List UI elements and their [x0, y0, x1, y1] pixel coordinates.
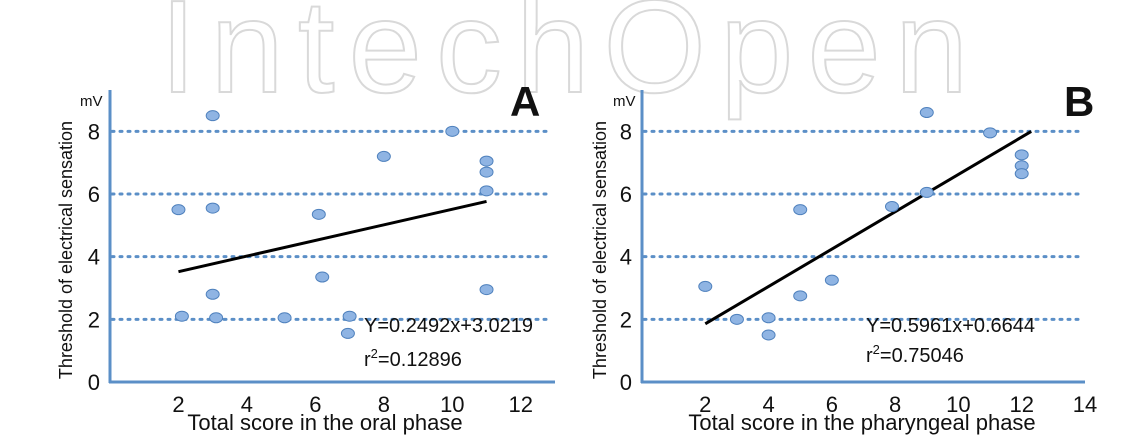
r-squared-symbol: r	[866, 345, 873, 367]
r-squared-superscript: 2	[371, 346, 378, 361]
y-tick-label: 0	[620, 370, 632, 395]
y-tick-label: 8	[88, 119, 100, 144]
x-tick-label: 14	[1073, 392, 1097, 417]
y-tick-label: 2	[620, 307, 632, 332]
y-axis-title: Threshold of electrical sensation	[56, 121, 76, 379]
data-point	[479, 166, 494, 178]
data-point	[205, 288, 220, 300]
x-tick-label: 6	[826, 392, 838, 417]
data-point	[983, 127, 998, 139]
y-axis-unit: mV	[80, 93, 103, 110]
grid-lines	[110, 129, 550, 321]
y-tick-label: 6	[620, 182, 632, 207]
trend-equation: Y=0.2492x+3.0219	[364, 315, 533, 337]
data-point	[479, 155, 494, 167]
x-tick-label: 12	[1009, 392, 1033, 417]
data-point	[376, 150, 391, 162]
y-tick-label: 6	[88, 182, 100, 207]
x-tick-labels: 2 4 6 8 10 12	[172, 392, 533, 417]
y-tick-label: 4	[620, 245, 632, 270]
x-tick-label: 2	[172, 392, 184, 417]
x-tick-label: 10	[946, 392, 970, 417]
data-point	[205, 202, 220, 214]
chart-panel-a: Threshold of electrical sensation mV A 0…	[56, 78, 555, 435]
data-point	[919, 186, 934, 198]
data-point	[342, 310, 357, 322]
data-point	[315, 271, 330, 283]
y-tick-labels: 0 2 4 6 8	[88, 119, 100, 395]
x-tick-label: 4	[762, 392, 774, 417]
axis-lines	[640, 90, 1085, 384]
x-axis-title: Total score in the oral phase	[187, 410, 462, 435]
x-tick-label: 2	[699, 392, 711, 417]
x-tick-label: 10	[440, 392, 464, 417]
y-tick-label: 2	[88, 307, 100, 332]
panel-letter: A	[510, 78, 540, 125]
data-point	[729, 313, 744, 325]
r-squared-symbol: r	[364, 349, 371, 371]
chart-panel-b: Threshold of electrical sensation mV B 0…	[590, 78, 1097, 435]
x-tick-label: 8	[378, 392, 390, 417]
data-point	[761, 329, 776, 341]
data-point	[311, 208, 326, 220]
data-point	[761, 312, 776, 324]
data-point	[793, 204, 808, 216]
y-tick-label: 8	[620, 119, 632, 144]
r-squared-value: =0.75046	[880, 345, 964, 367]
data-point	[884, 201, 899, 213]
trend-line	[178, 199, 487, 274]
data-point	[174, 310, 189, 322]
data-points	[698, 107, 1029, 341]
y-axis-title: Threshold of electrical sensation	[590, 121, 610, 379]
watermark: IntechOpen	[160, 0, 983, 120]
axis-lines	[108, 90, 555, 384]
data-point	[209, 312, 224, 324]
y-tick-label: 4	[88, 245, 100, 270]
data-point	[205, 110, 220, 122]
data-point	[479, 284, 494, 296]
data-point	[340, 327, 355, 339]
r-squared-value: =0.12896	[378, 349, 462, 371]
y-tick-label: 0	[88, 370, 100, 395]
data-point	[1014, 149, 1029, 161]
x-tick-label: 4	[241, 392, 253, 417]
x-axis-title: Total score in the pharyngeal phase	[688, 410, 1035, 435]
data-point	[171, 204, 186, 216]
y-axis-unit: mV	[613, 93, 636, 110]
data-point	[698, 280, 713, 292]
r-squared-label: r2=0.12896	[364, 346, 462, 371]
data-points	[171, 110, 494, 339]
data-point	[445, 125, 460, 137]
data-point	[824, 274, 839, 286]
data-point	[793, 290, 808, 302]
grid-lines	[642, 129, 1085, 321]
trend-equation: Y=0.5961x+0.6644	[866, 315, 1035, 337]
x-tick-label: 12	[509, 392, 533, 417]
r-squared-superscript: 2	[873, 342, 880, 357]
trend-line	[704, 130, 1032, 326]
y-tick-labels: 0 2 4 6 8	[620, 119, 632, 395]
data-point	[1014, 168, 1029, 180]
trend-line-group	[178, 199, 487, 274]
data-point	[919, 107, 934, 119]
data-point	[277, 312, 292, 324]
x-tick-label: 6	[309, 392, 321, 417]
trend-line-group	[704, 130, 1032, 326]
x-tick-label: 8	[889, 392, 901, 417]
panel-letter: B	[1064, 78, 1094, 125]
r-squared-label: r2=0.75046	[866, 342, 964, 367]
x-tick-labels: 2 4 6 8 10 12 14	[699, 392, 1097, 417]
data-point	[479, 185, 494, 197]
